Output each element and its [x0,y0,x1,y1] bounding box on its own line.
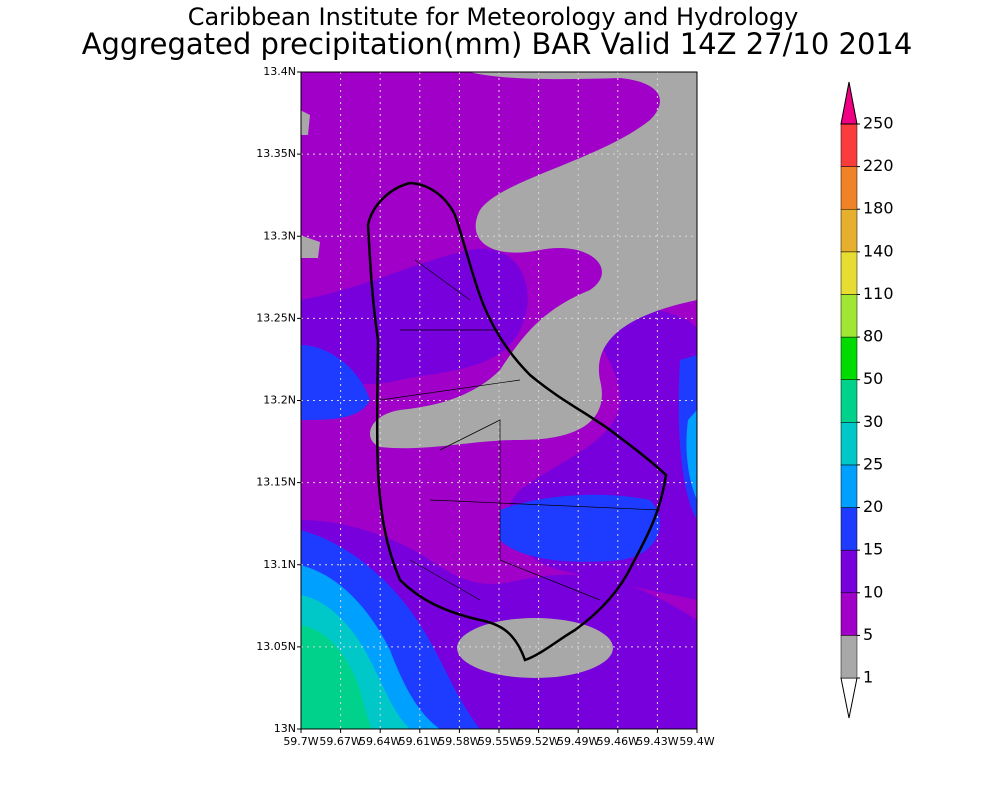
colorbar-label: 20 [863,497,883,516]
field-1-5 [301,110,310,135]
parish-boundaries [379,259,661,601]
y-tick-label: 13.1N [263,558,296,571]
colorbar-label: 80 [863,327,883,346]
colorbar-label: 110 [863,284,894,303]
x-tick-label: 59.43W [636,735,678,748]
colorbar-label: 10 [863,582,883,601]
colorbar-bin [840,635,858,679]
colorbar-bin [840,166,858,210]
y-tick-label: 13.25N [256,311,296,324]
x-tick-label: 59.64W [359,735,401,748]
colorbar-bin [840,294,858,338]
colorbar-bin [840,464,858,508]
colorbar-bin [840,123,858,167]
colorbar-label: 5 [863,625,873,644]
colorbar-bin [840,336,858,380]
x-tick-label: 59.55W [478,735,520,748]
x-tick-label: 59.46W [597,735,639,748]
colorbar-label: 220 [863,156,894,175]
field-10-15 [301,248,528,385]
colorbar-arrow-high [840,81,858,125]
field-20-25 [686,410,697,500]
y-tick-label: 13.35N [256,147,296,160]
x-tick-label: 59.61W [399,735,441,748]
y-tick-label: 13.15N [256,476,296,489]
colorbar-bin [840,592,858,636]
colorbar-label: 30 [863,412,883,431]
colorbar-bin [840,251,858,295]
x-tick-label: 59.67W [319,735,361,748]
x-tick-label: 59.52W [517,735,559,748]
y-tick-label: 13.05N [256,640,296,653]
colorbar-bin [840,507,858,551]
x-tick-label: 59.49W [557,735,599,748]
field-1-5 [301,235,320,258]
field-30-50 [301,625,372,729]
x-tick-label: 59.7W [283,735,318,748]
island-coastline [366,181,668,662]
x-tick-label: 59.4W [679,735,714,748]
y-tick-label: 13.3N [263,229,296,242]
colorbar-label: 180 [863,199,894,218]
field-15-20 [500,494,660,562]
colorbar-bin [840,379,858,423]
subtitle: Aggregated precipitation(mm) BAR Valid 1… [82,27,913,61]
colorbar-label: 15 [863,540,883,559]
y-tick-label: 13.2N [263,394,296,407]
colorbar-label: 140 [863,241,894,260]
colorbar-label: 50 [863,369,883,388]
title: Caribbean Institute for Meteorology and … [188,3,799,31]
colorbar-arrow-low [840,677,858,719]
colorbar-bin [840,422,858,466]
colorbar-label: 1 [863,668,873,687]
colorbar-bin [840,208,858,253]
field-1-5 [457,618,613,678]
colorbar-bin [840,549,858,594]
colorbar-label: 250 [863,114,894,133]
field-15-20 [301,345,370,420]
y-tick-label: 13.4N [263,65,296,78]
colorbar-label: 25 [863,454,883,473]
x-tick-label: 59.58W [438,735,480,748]
field-1-5 [369,72,697,449]
y-tick-label: 13N [274,722,296,735]
